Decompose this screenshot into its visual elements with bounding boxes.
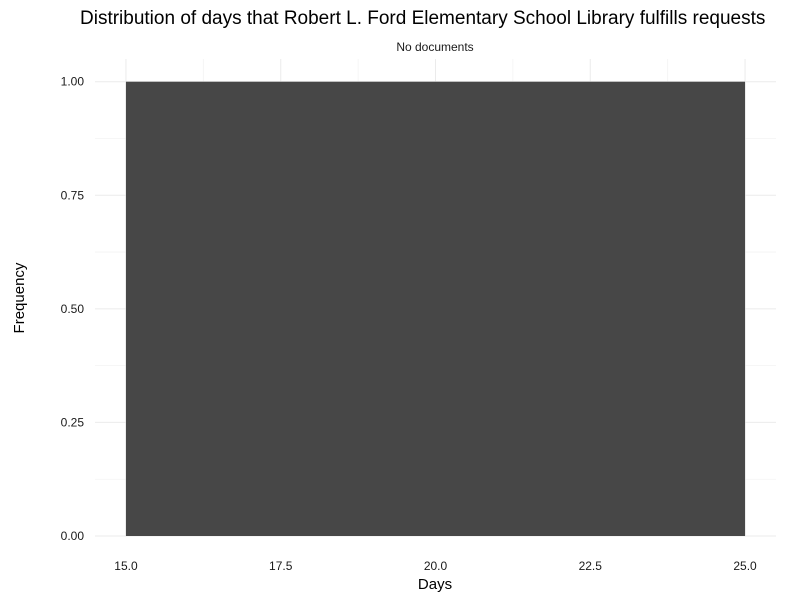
y-tick-label: 0.25 bbox=[61, 415, 85, 429]
bar-group bbox=[125, 81, 746, 536]
x-axis-ticks: 15.0 17.5 20.0 22.5 25.0 bbox=[114, 559, 757, 573]
y-tick-label: 0.75 bbox=[61, 188, 85, 202]
y-axis-label: Frequency bbox=[11, 262, 28, 333]
x-tick-label: 20.0 bbox=[424, 559, 448, 573]
y-tick-label: 0.00 bbox=[61, 529, 85, 543]
y-axis-ticks: 0.00 0.25 0.50 0.75 1.00 bbox=[61, 75, 85, 543]
x-tick-label: 22.5 bbox=[579, 559, 603, 573]
x-tick-label: 17.5 bbox=[269, 559, 293, 573]
chart-title: Distribution of days that Robert L. Ford… bbox=[80, 8, 765, 29]
histogram-bar bbox=[125, 81, 746, 536]
y-tick-label: 1.00 bbox=[61, 75, 85, 89]
chart-subtitle: No documents bbox=[396, 40, 473, 54]
y-tick-label: 0.50 bbox=[61, 302, 85, 316]
x-tick-label: 25.0 bbox=[733, 559, 757, 573]
x-axis-label: Days bbox=[418, 576, 452, 593]
x-tick-label: 15.0 bbox=[114, 559, 138, 573]
